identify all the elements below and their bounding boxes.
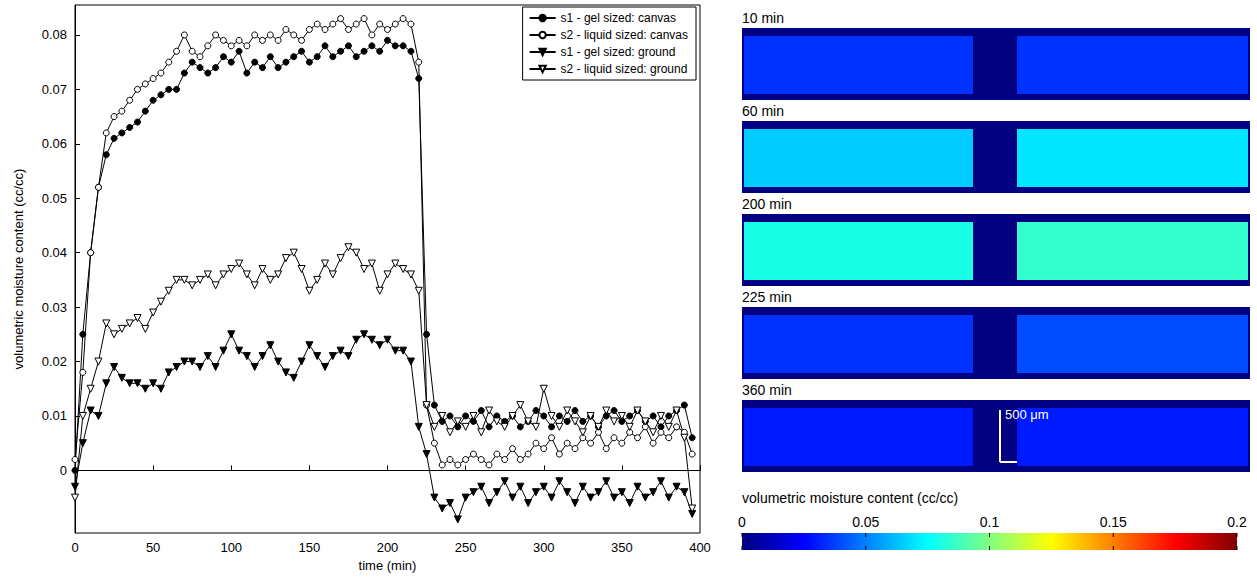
svg-text:0.05: 0.05 xyxy=(42,191,67,206)
svg-text:0.05: 0.05 xyxy=(852,514,879,530)
svg-text:225 min: 225 min xyxy=(742,289,792,305)
svg-text:volumetric moisture content (c: volumetric moisture content (cc/cc) xyxy=(742,490,958,506)
svg-text:0.2: 0.2 xyxy=(1227,514,1247,530)
svg-text:s1 - gel sized: ground: s1 - gel sized: ground xyxy=(561,45,676,59)
svg-text:50: 50 xyxy=(146,540,160,555)
svg-text:100: 100 xyxy=(220,540,242,555)
svg-text:s1 - gel sized: canvas: s1 - gel sized: canvas xyxy=(561,11,676,25)
svg-text:0.02: 0.02 xyxy=(42,354,67,369)
svg-text:0.01: 0.01 xyxy=(42,408,67,423)
svg-text:0: 0 xyxy=(738,514,746,530)
svg-text:0: 0 xyxy=(71,540,78,555)
svg-text:500 μm: 500 μm xyxy=(1005,407,1049,422)
svg-text:10 min: 10 min xyxy=(742,10,784,26)
svg-text:0.03: 0.03 xyxy=(42,300,67,315)
svg-text:400: 400 xyxy=(689,540,711,555)
svg-text:200 min: 200 min xyxy=(742,196,792,212)
svg-text:60 min: 60 min xyxy=(742,103,784,119)
svg-text:200: 200 xyxy=(377,540,399,555)
svg-text:0.15: 0.15 xyxy=(1100,514,1127,530)
svg-text:0.06: 0.06 xyxy=(42,136,67,151)
svg-text:360 min: 360 min xyxy=(742,382,792,398)
svg-text:150: 150 xyxy=(299,540,321,555)
svg-text:250: 250 xyxy=(455,540,477,555)
svg-text:0: 0 xyxy=(60,463,67,478)
svg-text:s2 - liquid sized: ground: s2 - liquid sized: ground xyxy=(561,62,688,76)
svg-text:350: 350 xyxy=(611,540,633,555)
svg-text:0.1: 0.1 xyxy=(980,514,1000,530)
svg-text:0.04: 0.04 xyxy=(42,245,67,260)
svg-text:0.07: 0.07 xyxy=(42,82,67,97)
svg-text:0.08: 0.08 xyxy=(42,27,67,42)
svg-text:300: 300 xyxy=(533,540,555,555)
svg-text:volumetric moisture content (c: volumetric moisture content (cc/cc) xyxy=(11,169,26,370)
svg-text:s2 - liquid sized: canvas: s2 - liquid sized: canvas xyxy=(561,28,688,42)
svg-text:time (min): time (min) xyxy=(359,558,417,573)
